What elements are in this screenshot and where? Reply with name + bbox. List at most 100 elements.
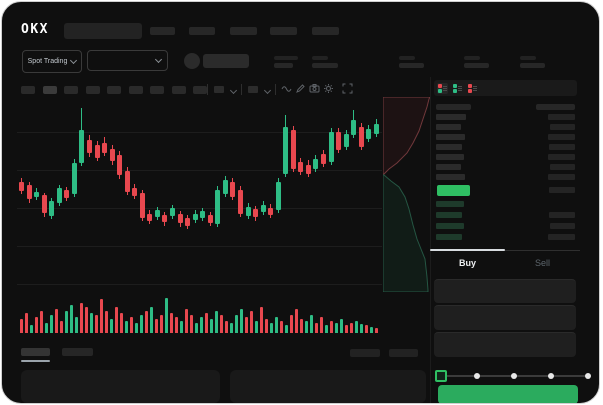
market-type-dropdown[interactable]: Spot Trading (22, 50, 82, 73)
nav-item[interactable] (230, 27, 257, 35)
chevron-down-icon[interactable] (263, 86, 272, 95)
timeframe-button[interactable] (85, 86, 100, 94)
candle (154, 210, 160, 217)
stat-value (274, 63, 293, 68)
search-input[interactable] (64, 23, 142, 39)
volume-bar (140, 315, 143, 333)
bid-row[interactable] (548, 234, 575, 240)
bid-row[interactable] (436, 212, 462, 218)
slider-handle[interactable] (435, 370, 447, 382)
ask-row[interactable] (549, 144, 575, 150)
timeframe-button[interactable] (128, 86, 143, 94)
ask-row[interactable] (436, 174, 465, 180)
volume-bar (205, 313, 208, 333)
slider-stop[interactable] (474, 373, 480, 379)
candle (185, 218, 191, 226)
timeframe-button[interactable] (64, 86, 78, 94)
ask-row[interactable] (548, 134, 575, 140)
volume-bar (265, 319, 268, 333)
bottom-control[interactable] (350, 349, 380, 357)
amount-field[interactable] (434, 305, 576, 330)
buy-submit-button[interactable] (438, 385, 578, 403)
camera-icon[interactable] (309, 83, 320, 94)
gear-icon[interactable] (323, 83, 334, 94)
gridline (17, 284, 382, 285)
timeframe-button[interactable] (107, 86, 121, 94)
candle (64, 190, 70, 198)
volume-bar (325, 325, 328, 333)
ask-row[interactable] (436, 154, 464, 160)
candle (109, 149, 115, 161)
bottom-tab[interactable] (21, 348, 50, 356)
tab-divider (430, 250, 580, 251)
book-asks-icon[interactable] (467, 83, 478, 94)
ask-row[interactable] (436, 144, 462, 150)
timeframe-button[interactable] (171, 86, 186, 94)
candle (19, 182, 24, 191)
sell-tab-label: Sell (534, 258, 550, 268)
ask-row[interactable] (436, 124, 461, 130)
timeframe-button[interactable] (150, 86, 164, 94)
chevron-down-icon[interactable] (229, 86, 238, 95)
ask-row[interactable] (436, 164, 461, 170)
candle (86, 140, 92, 153)
nav-item[interactable] (312, 27, 339, 35)
volume-bar (360, 324, 363, 333)
tab-buy[interactable]: Buy (430, 255, 505, 271)
volume-bars (20, 296, 388, 333)
volume-bar (105, 311, 108, 333)
volume-bar (100, 299, 103, 333)
fullscreen-icon[interactable] (342, 83, 353, 94)
ask-row[interactable] (548, 154, 575, 160)
ask-row[interactable] (549, 187, 575, 193)
candlestick-chart[interactable] (17, 97, 382, 297)
slider-stop[interactable] (585, 373, 591, 379)
candle (200, 211, 206, 218)
book-all-icon[interactable] (437, 83, 448, 94)
slider-stop[interactable] (548, 373, 554, 379)
ask-row[interactable] (548, 114, 575, 120)
volume-bar (230, 323, 233, 333)
wave-icon[interactable] (281, 83, 292, 94)
volume-bar (70, 305, 73, 333)
ask-row[interactable] (550, 164, 575, 170)
candle (162, 215, 168, 222)
bottom-tab[interactable] (62, 348, 93, 356)
last-price-pill[interactable] (437, 185, 470, 196)
candle (170, 208, 175, 216)
pair-selector-dropdown[interactable] (87, 50, 168, 71)
ask-row[interactable] (436, 114, 466, 120)
ask-row[interactable] (548, 174, 575, 180)
volume-bar (250, 311, 253, 333)
total-field[interactable] (434, 332, 576, 357)
stat-value (464, 63, 489, 68)
slider-stop[interactable] (511, 373, 517, 379)
interval-dropdown[interactable] (214, 86, 224, 93)
stat-value (312, 63, 338, 68)
bid-row[interactable] (549, 212, 575, 218)
volume-bar (280, 321, 283, 333)
book-bids-icon[interactable] (452, 83, 463, 94)
tab-sell[interactable]: Sell (505, 255, 580, 271)
draw-icon[interactable] (295, 83, 306, 94)
bid-row[interactable] (550, 223, 575, 229)
nav-item[interactable] (270, 27, 297, 35)
candle (215, 190, 221, 224)
bottom-control[interactable] (389, 349, 418, 357)
nav-item[interactable] (150, 27, 175, 35)
timeframe-button[interactable] (21, 86, 35, 94)
nav-item[interactable] (189, 27, 215, 35)
ask-row[interactable] (436, 134, 465, 140)
ask-row[interactable] (550, 124, 575, 130)
active-tab-indicator (430, 249, 505, 251)
timeframe-button[interactable] (193, 86, 207, 94)
bid-row[interactable] (436, 234, 462, 240)
volume-bar (200, 317, 203, 333)
timeframe-button[interactable] (42, 86, 57, 94)
price-field[interactable] (434, 279, 576, 303)
candle (336, 132, 342, 150)
bid-row[interactable] (436, 223, 464, 229)
indicator-dropdown[interactable] (248, 86, 258, 93)
bid-row[interactable] (436, 201, 464, 207)
candle (253, 209, 259, 217)
